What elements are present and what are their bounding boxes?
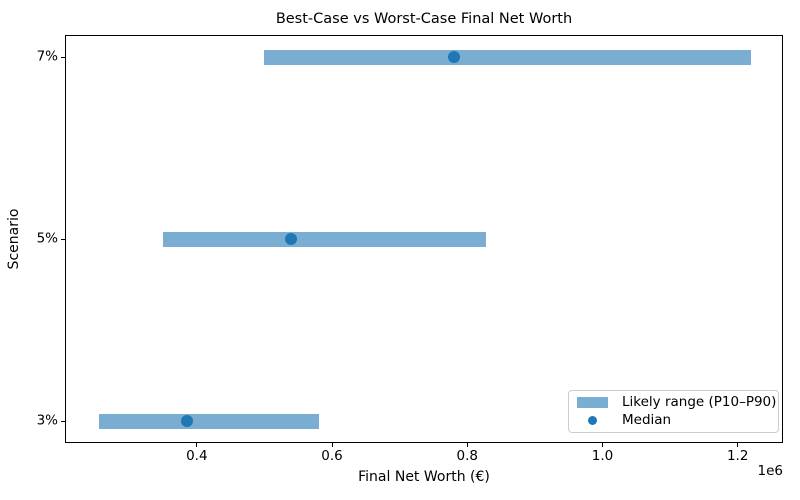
chart-title: Best-Case vs Worst-Case Final Net Worth — [275, 11, 573, 27]
legend-key — [577, 396, 608, 408]
x-axis-offset-label: 1e6 — [757, 463, 783, 479]
range-swatch-icon — [577, 396, 608, 408]
x-tick-mark — [196, 443, 198, 447]
y-tick-label: 5% — [36, 230, 58, 247]
y-tick-mark — [61, 238, 65, 240]
x-tick-label: 0.8 — [456, 448, 478, 464]
median-dot-7% — [447, 51, 460, 63]
y-tick-label: 7% — [36, 48, 58, 65]
x-tick-mark — [331, 443, 333, 447]
legend: Likely range (P10–P90) Median — [568, 390, 779, 433]
x-tick-mark — [737, 443, 739, 447]
x-tick-mark — [466, 443, 468, 447]
y-tick-mark — [61, 420, 65, 422]
x-tick-label: 1.2 — [726, 448, 749, 464]
median-dot-icon — [588, 416, 597, 426]
y-tick-mark — [61, 56, 65, 58]
legend-label-median: Median — [622, 412, 672, 428]
median-dot-5% — [285, 233, 298, 245]
range-bar-3% — [98, 413, 319, 429]
legend-item-range: Likely range (P10–P90) — [577, 394, 776, 411]
range-bar-7% — [264, 49, 752, 65]
median-dot-3% — [180, 415, 193, 427]
range-bar-5% — [163, 231, 487, 247]
x-tick-label: 1.0 — [591, 448, 614, 464]
x-tick-mark — [601, 443, 603, 447]
legend-label-range: Likely range (P10–P90) — [622, 393, 777, 410]
x-axis-label: Final Net Worth (€) — [358, 469, 490, 485]
x-tick-label: 0.4 — [186, 448, 208, 464]
x-tick-label: 0.6 — [321, 448, 343, 464]
legend-item-median: Median — [577, 413, 770, 430]
legend-key — [577, 416, 608, 426]
y-tick-label: 3% — [36, 412, 58, 429]
